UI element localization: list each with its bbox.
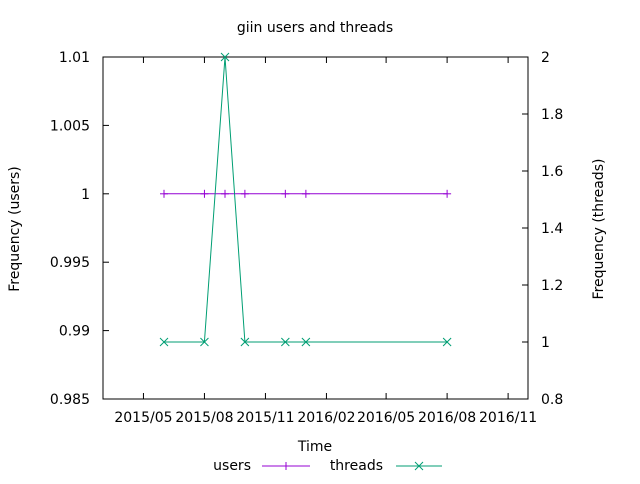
legend-label-users: users (213, 458, 251, 474)
data-point-users (301, 189, 310, 198)
series-threads (159, 52, 452, 347)
y-tick-label: 1.005 (50, 118, 90, 134)
data-point-threads (280, 337, 290, 347)
x-tick-label: 2016/11 (479, 410, 537, 426)
data-point-threads (159, 337, 169, 347)
data-point-threads (442, 337, 452, 347)
y-tick-label: 0.995 (50, 255, 90, 271)
plot-frame (102, 56, 529, 400)
data-point-users (443, 189, 452, 198)
x-axis: 2015/05 2015/08 2015/11 2016/02 2016/05 2016/… (114, 57, 537, 426)
data-point-users (281, 189, 290, 198)
y2-axis-label: Frequency (threads) (591, 159, 607, 300)
legend: users threads (213, 458, 442, 474)
y2-tick-label: 1.8 (541, 107, 563, 123)
y-axis: 0.985 0.99 0.995 1 1.005 1.01 (50, 50, 109, 408)
y-axis-label: Frequency (users) (7, 166, 23, 292)
x-tick-label: 2016/02 (297, 410, 355, 426)
y-tick-label: 0.99 (59, 324, 90, 340)
data-point-users (240, 189, 249, 198)
y-tick-label: 0.985 (50, 392, 90, 408)
x-tick-label: 2016/05 (357, 410, 415, 426)
y2-tick-label: 2 (541, 50, 550, 66)
y2-tick-label: 1.2 (541, 278, 563, 294)
data-point-threads (301, 337, 311, 347)
data-point-threads (240, 337, 250, 347)
chart-title: giin users and threads (237, 20, 393, 36)
legend-marker-threads (414, 461, 424, 471)
y-tick-label: 1 (81, 187, 90, 203)
legend-marker-glyph (282, 462, 290, 470)
x-tick-label: 2015/11 (236, 410, 294, 426)
data-point-threads (220, 52, 230, 62)
y2-tick-label: 1.6 (541, 164, 563, 180)
data-point-users (220, 189, 229, 198)
plot-border (102, 56, 529, 400)
y-tick-label: 1.01 (59, 50, 90, 66)
legend-marker-glyph (414, 461, 424, 471)
data-point-users (159, 189, 168, 198)
legend-label-threads: threads (330, 458, 383, 474)
data-point-threads (200, 337, 209, 347)
x-axis-label: Time (297, 439, 332, 455)
y2-tick-label: 0.8 (541, 392, 563, 408)
y2-tick-label: 1 (541, 335, 550, 351)
series-layer (159, 52, 452, 347)
y2-axis: 0.8 1 1.2 1.4 1.6 1.8 2 (522, 50, 563, 408)
series-line-threads (164, 56, 448, 343)
x-tick-label: 2015/05 (114, 410, 172, 426)
series-users (159, 189, 452, 198)
y2-tick-label: 1.4 (541, 221, 563, 237)
data-point-users (200, 189, 209, 198)
x-tick-label: 2016/08 (418, 410, 476, 426)
legend-marker-users (282, 462, 290, 470)
x-tick-label: 2015/08 (175, 410, 233, 426)
